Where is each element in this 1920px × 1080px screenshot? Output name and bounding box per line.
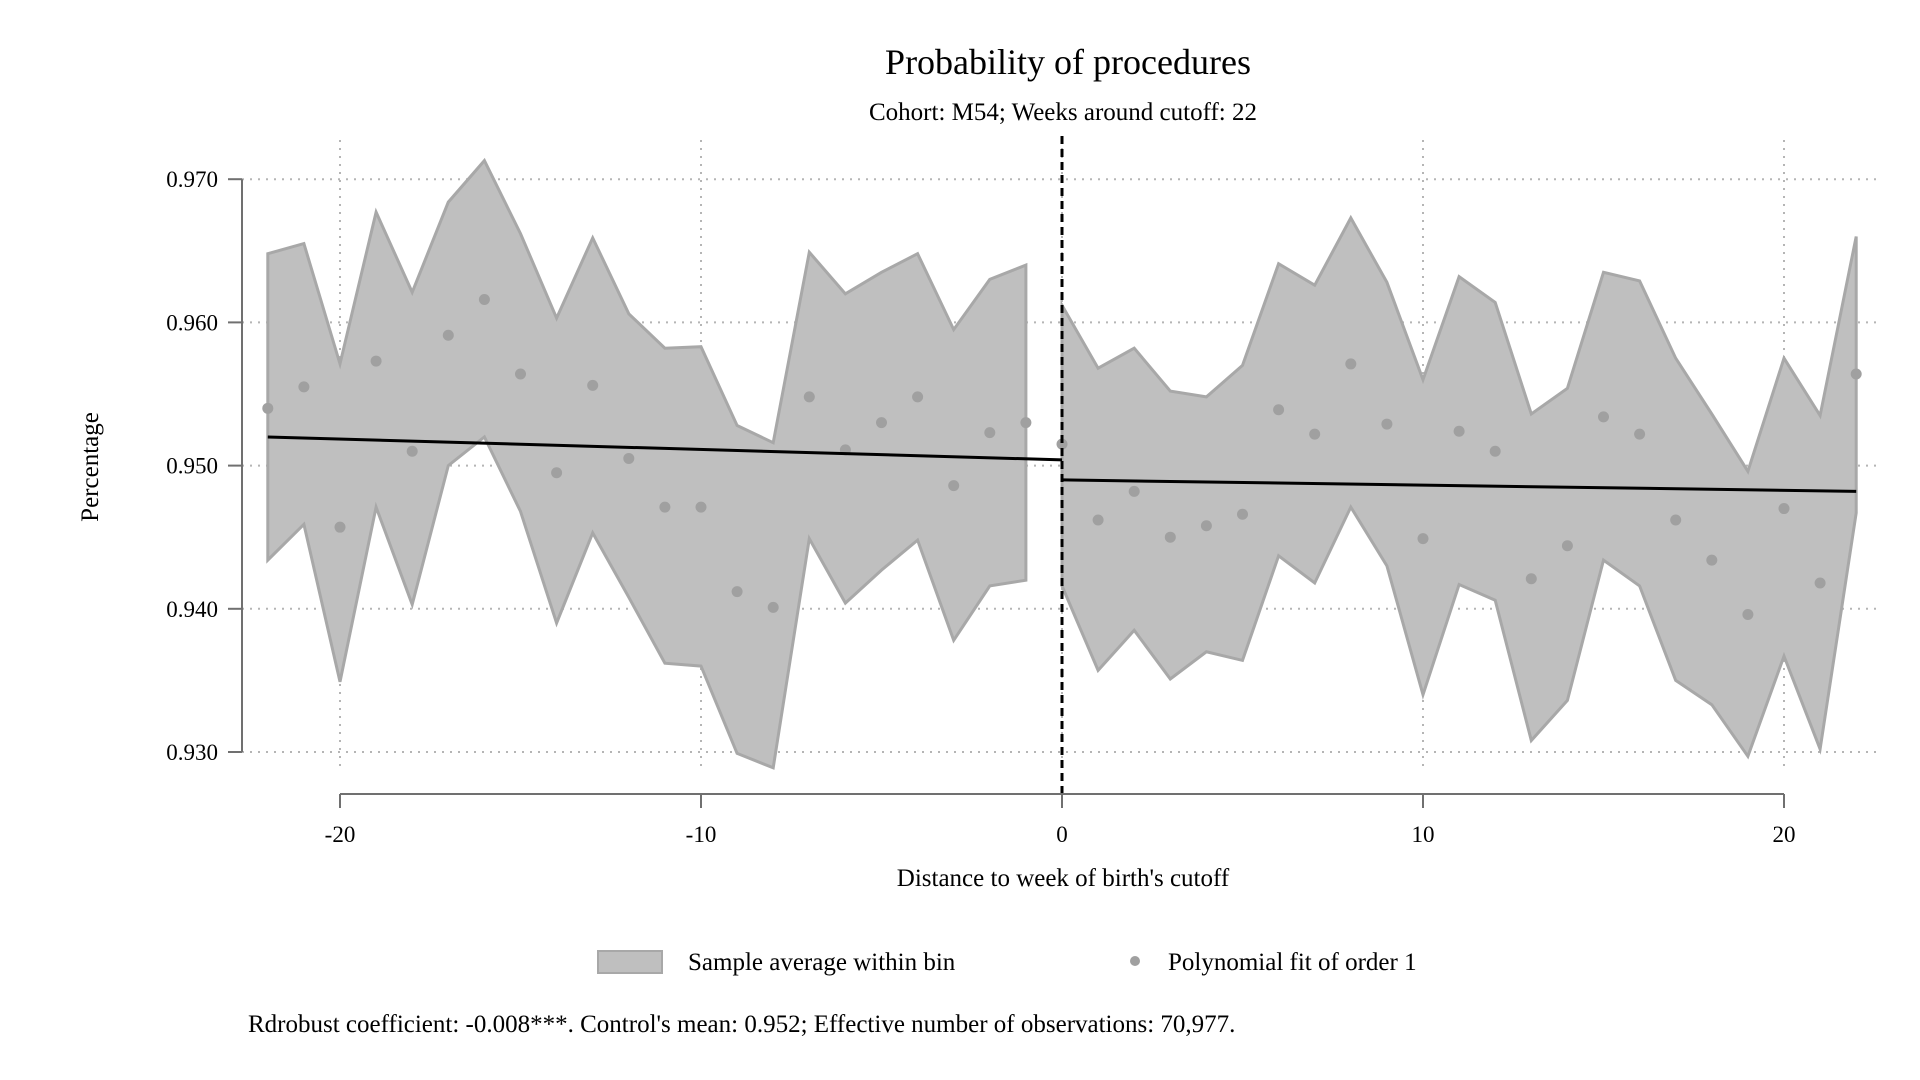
data-point-42 xyxy=(1778,503,1790,515)
legend-area-swatch xyxy=(597,950,663,974)
data-point-33 xyxy=(1453,425,1465,437)
y-tick-label-3: 0.960 xyxy=(166,310,218,335)
data-point-2 xyxy=(334,521,346,533)
data-point-39 xyxy=(1670,514,1682,526)
data-point-13 xyxy=(731,586,743,598)
data-point-37 xyxy=(1598,411,1609,423)
data-point-7 xyxy=(515,368,526,380)
legend: Sample average within bin Polynomial fit… xyxy=(597,949,1417,976)
data-point-4 xyxy=(406,445,418,457)
data-points xyxy=(262,293,1862,621)
data-point-31 xyxy=(1381,418,1393,430)
y-tick-label-2: 0.950 xyxy=(166,454,218,479)
data-point-34 xyxy=(1489,445,1501,457)
chart-subtitle: Cohort: M54; Weeks around cutoff: 22 xyxy=(869,99,1257,126)
axes xyxy=(228,178,1785,808)
x-tick-label-0: -20 xyxy=(325,822,356,847)
data-point-24 xyxy=(1128,485,1140,497)
data-point-35 xyxy=(1525,573,1537,585)
x-tick-label-2: 0 xyxy=(1056,822,1068,847)
x-tick-label-4: 20 xyxy=(1773,822,1796,847)
data-point-41 xyxy=(1742,609,1754,621)
legend-point-swatch xyxy=(1130,956,1140,966)
x-tick-label-3: 10 xyxy=(1412,822,1435,847)
data-point-11 xyxy=(659,501,671,513)
y-axis-title: Percentage xyxy=(77,412,104,522)
data-point-40 xyxy=(1706,554,1718,566)
fit-lines xyxy=(267,435,1857,493)
data-point-26 xyxy=(1200,520,1212,532)
data-point-12 xyxy=(695,501,707,513)
band-left xyxy=(266,157,1028,770)
data-point-44 xyxy=(1850,368,1862,380)
chart-title: Probability of procedures xyxy=(885,42,1251,82)
data-point-22 xyxy=(1056,438,1068,450)
data-point-21 xyxy=(1020,417,1032,429)
data-point-23 xyxy=(1092,514,1104,526)
x-axis-title: Distance to week of birth's cutoff xyxy=(897,865,1230,892)
data-point-10 xyxy=(623,452,635,464)
data-point-20 xyxy=(984,427,996,439)
data-point-3 xyxy=(370,355,382,367)
footnote: Rdrobust coefficient: -0.008***. Control… xyxy=(248,1011,1235,1038)
data-point-6 xyxy=(478,293,490,305)
data-point-38 xyxy=(1634,428,1646,440)
data-point-30 xyxy=(1345,358,1357,370)
y-tick-label-1: 0.940 xyxy=(166,597,218,622)
data-point-17 xyxy=(876,417,887,429)
data-point-36 xyxy=(1561,540,1573,552)
legend-label-band: Sample average within bin xyxy=(688,949,956,976)
data-point-19 xyxy=(948,480,960,492)
data-point-28 xyxy=(1273,404,1285,416)
data-point-8 xyxy=(551,467,563,479)
data-point-43 xyxy=(1814,577,1826,589)
data-point-14 xyxy=(767,601,779,613)
legend-label-points: Polynomial fit of order 1 xyxy=(1168,949,1417,976)
data-point-15 xyxy=(803,391,815,403)
data-point-0 xyxy=(262,402,274,414)
data-point-32 xyxy=(1417,533,1429,545)
fit-line-right xyxy=(1061,478,1857,493)
data-point-25 xyxy=(1164,531,1176,543)
data-point-29 xyxy=(1309,428,1321,440)
data-point-18 xyxy=(912,391,924,403)
y-tick-label-0: 0.930 xyxy=(166,740,218,765)
y-tick-label-4: 0.970 xyxy=(166,167,218,192)
data-point-1 xyxy=(298,381,310,393)
fit-line-left xyxy=(267,435,1063,462)
x-tick-label-1: -10 xyxy=(686,822,717,847)
data-point-5 xyxy=(442,329,454,341)
data-point-9 xyxy=(587,379,599,391)
data-point-27 xyxy=(1237,508,1248,520)
tick-labels: 0.930 0.940 0.950 0.960 0.970 -20 -10 0 10 20 xyxy=(166,167,1795,847)
